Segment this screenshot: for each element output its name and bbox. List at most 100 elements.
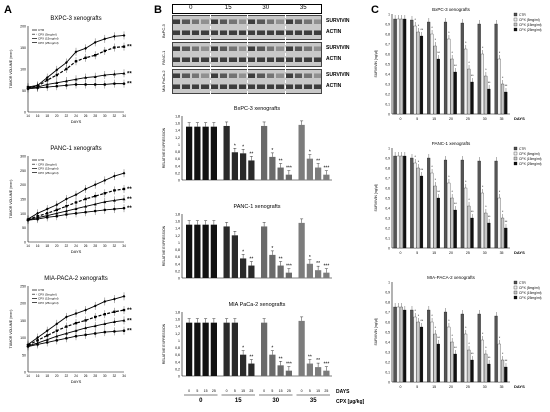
legend-swatch — [513, 146, 518, 151]
y-tick-label: 1 — [178, 241, 180, 245]
x-tick-label: 28 — [93, 374, 97, 378]
blot-band — [210, 46, 218, 51]
y-tick-label: 250 — [20, 285, 26, 289]
x-axis-label: DAYS — [514, 384, 525, 389]
data-point — [45, 341, 49, 344]
blot-band — [191, 73, 200, 78]
x-tick-label: 35 — [500, 117, 504, 121]
y-tick-label: 0 — [24, 111, 26, 115]
blot-band — [248, 57, 256, 62]
blot-band — [229, 84, 237, 89]
y-tick-label: 200 — [20, 183, 26, 187]
bar — [460, 313, 464, 383]
significance-mark: ** — [454, 64, 457, 68]
data-point — [93, 183, 97, 187]
significance-mark: ** — [437, 190, 440, 194]
blot-band — [229, 73, 237, 78]
significance-mark: * — [502, 76, 504, 80]
y-axis-label: SURVIVIN [ng/µl] — [374, 50, 378, 77]
y-tick-label: 0,2 — [175, 367, 180, 371]
bar — [487, 363, 491, 383]
data-point — [74, 329, 78, 332]
bar — [470, 217, 474, 249]
bar — [427, 309, 431, 383]
x-tick-label: 16 — [36, 374, 40, 378]
blot-band — [248, 19, 256, 24]
day-group-label: 35 — [310, 398, 317, 404]
western-blot: 0 15 30 35 SURVIVIN ACTIN BxPC-3 SURVIVIN ACTIN P… — [160, 4, 364, 98]
bar — [497, 197, 501, 249]
blot-day-header: 30 — [262, 5, 270, 11]
x-tick-label: 20 — [55, 244, 59, 248]
data-point — [103, 322, 107, 326]
bar — [477, 23, 481, 115]
blot-band-label: SURVIVIN — [326, 18, 350, 24]
data-point — [113, 82, 116, 85]
significance-mark: *** — [323, 264, 329, 270]
significance-mark: * — [242, 144, 244, 150]
blot-band — [238, 30, 246, 35]
x-tick-label: 5 — [416, 385, 418, 389]
y-tick-label: 1,2 — [175, 234, 180, 238]
data-point — [45, 207, 49, 211]
bar — [504, 227, 508, 249]
significance-mark: * — [418, 160, 420, 164]
x-tick-label: 15 — [432, 251, 436, 255]
significance-mark: * — [502, 210, 504, 214]
y-tick-label: 100 — [20, 212, 26, 216]
panel-letter-a: A — [4, 4, 12, 16]
legend-label: CPX (5mg/ml) — [519, 18, 540, 22]
chart-title: MIA PaCa-2 xenografts — [229, 302, 286, 308]
x-tick-label: 0 — [399, 117, 401, 121]
significance-mark: ** — [127, 206, 132, 212]
bar — [477, 160, 481, 249]
data-point — [74, 193, 78, 197]
bar — [194, 224, 201, 278]
blot-divider — [284, 69, 286, 94]
significance-mark: * — [468, 61, 470, 65]
data-point — [74, 212, 78, 215]
significance-mark: * — [482, 332, 484, 336]
significance-mark: * — [448, 175, 450, 179]
data-point — [122, 171, 126, 175]
bar — [467, 68, 471, 115]
x-axis-label: DAYS — [71, 379, 82, 384]
significance-mark: ** — [249, 355, 253, 361]
data-point — [36, 86, 39, 90]
bar — [447, 38, 451, 115]
blot-band — [304, 84, 312, 89]
bar — [269, 254, 276, 278]
bar — [323, 174, 330, 180]
legend-swatch — [513, 17, 518, 22]
dose-tick-label: 5 — [196, 389, 198, 393]
y-tick-label: 0,2 — [385, 360, 390, 364]
blot-band — [201, 73, 209, 78]
y-tick-label: 0 — [388, 246, 390, 250]
y-tick-label: 0,4 — [175, 164, 180, 168]
data-point — [84, 319, 87, 322]
significance-mark: ** — [505, 220, 508, 224]
bar — [419, 35, 424, 115]
y-tick-label: 0 — [178, 179, 180, 183]
days-label: DAYS — [336, 389, 350, 395]
data-point — [103, 313, 106, 316]
significance-mark: ** — [279, 159, 283, 165]
bar — [450, 197, 454, 249]
bar — [223, 322, 230, 376]
x-tick-label: 20 — [449, 251, 453, 255]
significance-mark: ** — [127, 329, 132, 335]
legend-label: CPX (25mg/ml) — [38, 171, 59, 175]
data-point — [74, 83, 78, 86]
blot-divider — [247, 15, 248, 40]
x-tick-label: 20 — [449, 385, 453, 389]
data-point — [65, 325, 68, 328]
blot-band — [210, 19, 218, 24]
bar — [460, 159, 464, 249]
bar — [413, 162, 417, 249]
y-tick-label: 0,4 — [175, 262, 180, 266]
legend-label: CPX (25mg/ml) — [38, 41, 59, 45]
data-point — [113, 330, 116, 333]
significance-mark: * — [242, 249, 244, 255]
significance-mark: * — [465, 41, 467, 45]
dose-tick-label: 15 — [316, 389, 320, 393]
